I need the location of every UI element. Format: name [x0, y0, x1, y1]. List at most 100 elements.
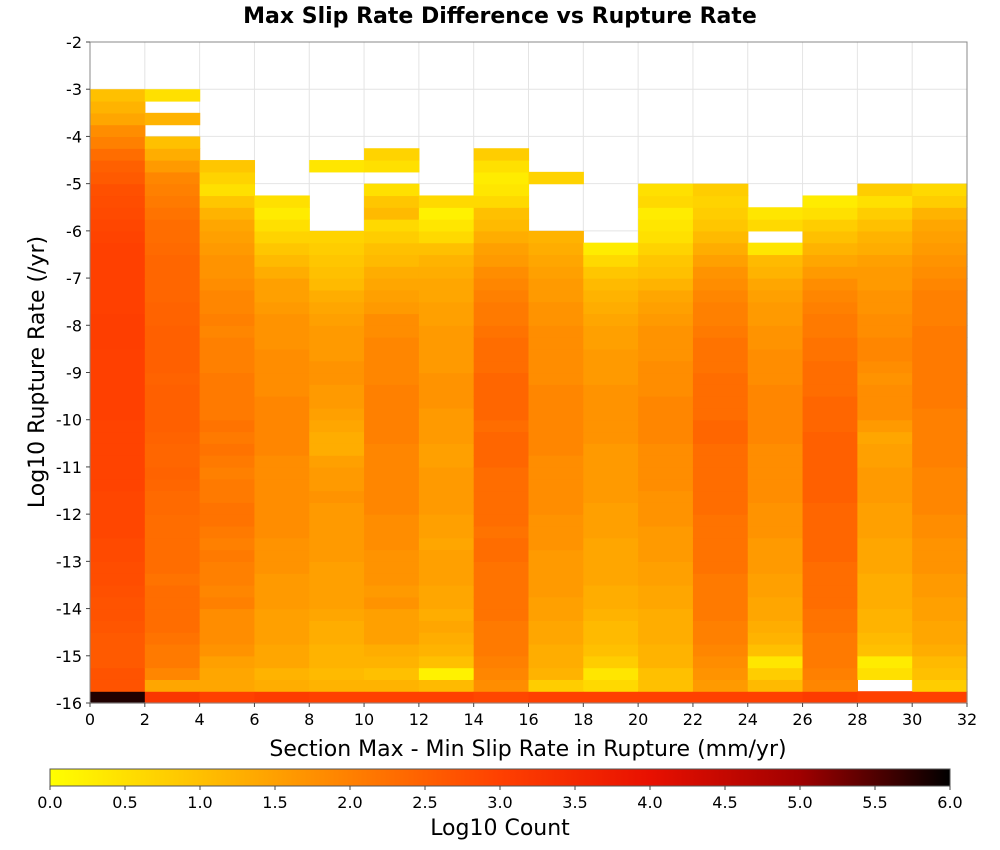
heatmap-cell — [309, 266, 365, 279]
heatmap-cell — [912, 313, 968, 326]
heatmap-cell — [144, 136, 201, 149]
heatmap-cell — [309, 455, 365, 468]
heatmap-cell — [857, 632, 913, 645]
heatmap-cell — [802, 337, 858, 350]
heatmap-cell — [144, 112, 201, 126]
heatmap-cell — [802, 242, 858, 256]
heatmap-cell — [254, 584, 310, 598]
heatmap-cell — [199, 466, 256, 480]
heatmap-cell — [583, 691, 639, 704]
heatmap-cell — [309, 679, 365, 692]
y-tick-label: -8 — [66, 316, 82, 335]
heatmap-cell — [857, 490, 913, 503]
heatmap-cell — [309, 325, 365, 338]
heatmap-cell — [857, 549, 913, 562]
heatmap-cell — [802, 691, 858, 704]
heatmap-cell — [473, 396, 530, 409]
heatmap-cell — [528, 171, 584, 185]
heatmap-cell — [473, 514, 530, 527]
heatmap-cell — [473, 679, 530, 692]
heatmap-cell — [418, 691, 475, 704]
heatmap-cell — [418, 561, 475, 574]
heatmap-cell — [528, 608, 584, 621]
heatmap-cell — [144, 608, 201, 621]
heatmap-cell — [802, 195, 858, 208]
heatmap-cell — [692, 219, 749, 232]
heatmap-cell — [199, 608, 256, 621]
heatmap-cell — [802, 325, 858, 338]
heatmap-cell — [90, 171, 146, 185]
heatmap-cell — [528, 537, 584, 551]
heatmap-cell — [144, 242, 201, 256]
heatmap-cell — [583, 466, 639, 480]
heatmap-cell — [857, 608, 913, 621]
heatmap-cell — [692, 620, 749, 633]
heatmap-cell — [528, 466, 584, 480]
heatmap-cell — [857, 643, 913, 657]
heatmap-cell — [364, 502, 420, 515]
heatmap-cell — [418, 219, 475, 232]
colorbar-tick-label: 5.5 — [862, 793, 887, 812]
heatmap-cell — [802, 407, 858, 421]
heatmap-cell — [528, 549, 584, 562]
heatmap-cell — [144, 490, 201, 503]
heatmap-cell — [144, 219, 201, 232]
heatmap-cell — [857, 183, 913, 197]
heatmap-cell — [144, 667, 201, 680]
heatmap-cell — [144, 195, 201, 208]
x-tick-label: 26 — [792, 710, 812, 729]
heatmap-cell — [309, 608, 365, 621]
heatmap-cell — [309, 348, 365, 362]
heatmap-cell — [802, 372, 858, 385]
heatmap-cell — [528, 419, 584, 433]
heatmap-cell — [857, 596, 913, 610]
heatmap-cell — [309, 691, 365, 704]
heatmap-cell — [583, 278, 639, 291]
heatmap-cell — [309, 242, 365, 256]
heatmap-cell — [364, 230, 420, 244]
heatmap-cell — [364, 372, 420, 385]
heatmap-cell — [912, 337, 968, 350]
heatmap-cell — [473, 667, 530, 680]
heatmap-cell — [199, 266, 256, 279]
heatmap-cell — [364, 242, 420, 256]
heatmap-cell — [747, 561, 804, 574]
heatmap-cell — [199, 455, 256, 468]
heatmap-cell — [309, 254, 365, 267]
heatmap-cell — [254, 525, 310, 539]
heatmap-cell — [638, 549, 694, 562]
heatmap-cell — [418, 207, 475, 220]
heatmap-cell — [692, 643, 749, 657]
heatmap-cell — [528, 348, 584, 362]
heatmap-cell — [254, 289, 310, 303]
heatmap-cell — [912, 514, 968, 527]
heatmap-cell — [254, 537, 310, 551]
heatmap-cell — [857, 573, 913, 586]
heatmap-cell — [747, 584, 804, 598]
heatmap-cell — [857, 396, 913, 409]
heatmap-cell — [309, 230, 365, 244]
heatmap-cell — [309, 278, 365, 291]
heatmap-cell — [747, 502, 804, 515]
heatmap-cell — [747, 525, 804, 539]
heatmap-cell — [418, 490, 475, 503]
heatmap-cell — [528, 490, 584, 503]
heatmap-cell — [638, 266, 694, 279]
heatmap-cell — [473, 360, 530, 374]
heatmap-cell — [144, 466, 201, 480]
heatmap-cell — [144, 691, 201, 704]
heatmap-cell — [802, 219, 858, 232]
heatmap-cell — [747, 490, 804, 503]
heatmap-cell — [912, 372, 968, 385]
y-tick-label: -11 — [56, 458, 82, 477]
heatmap-cell — [912, 266, 968, 279]
heatmap-cell — [364, 584, 420, 598]
heatmap-cell — [90, 112, 146, 126]
heatmap-cell — [747, 620, 804, 633]
heatmap-cell — [473, 372, 530, 385]
heatmap-cell — [747, 691, 804, 704]
heatmap-cell — [144, 160, 201, 173]
y-tick-label: -15 — [56, 647, 82, 666]
heatmap-cell — [692, 207, 749, 220]
heatmap-cell — [802, 266, 858, 279]
